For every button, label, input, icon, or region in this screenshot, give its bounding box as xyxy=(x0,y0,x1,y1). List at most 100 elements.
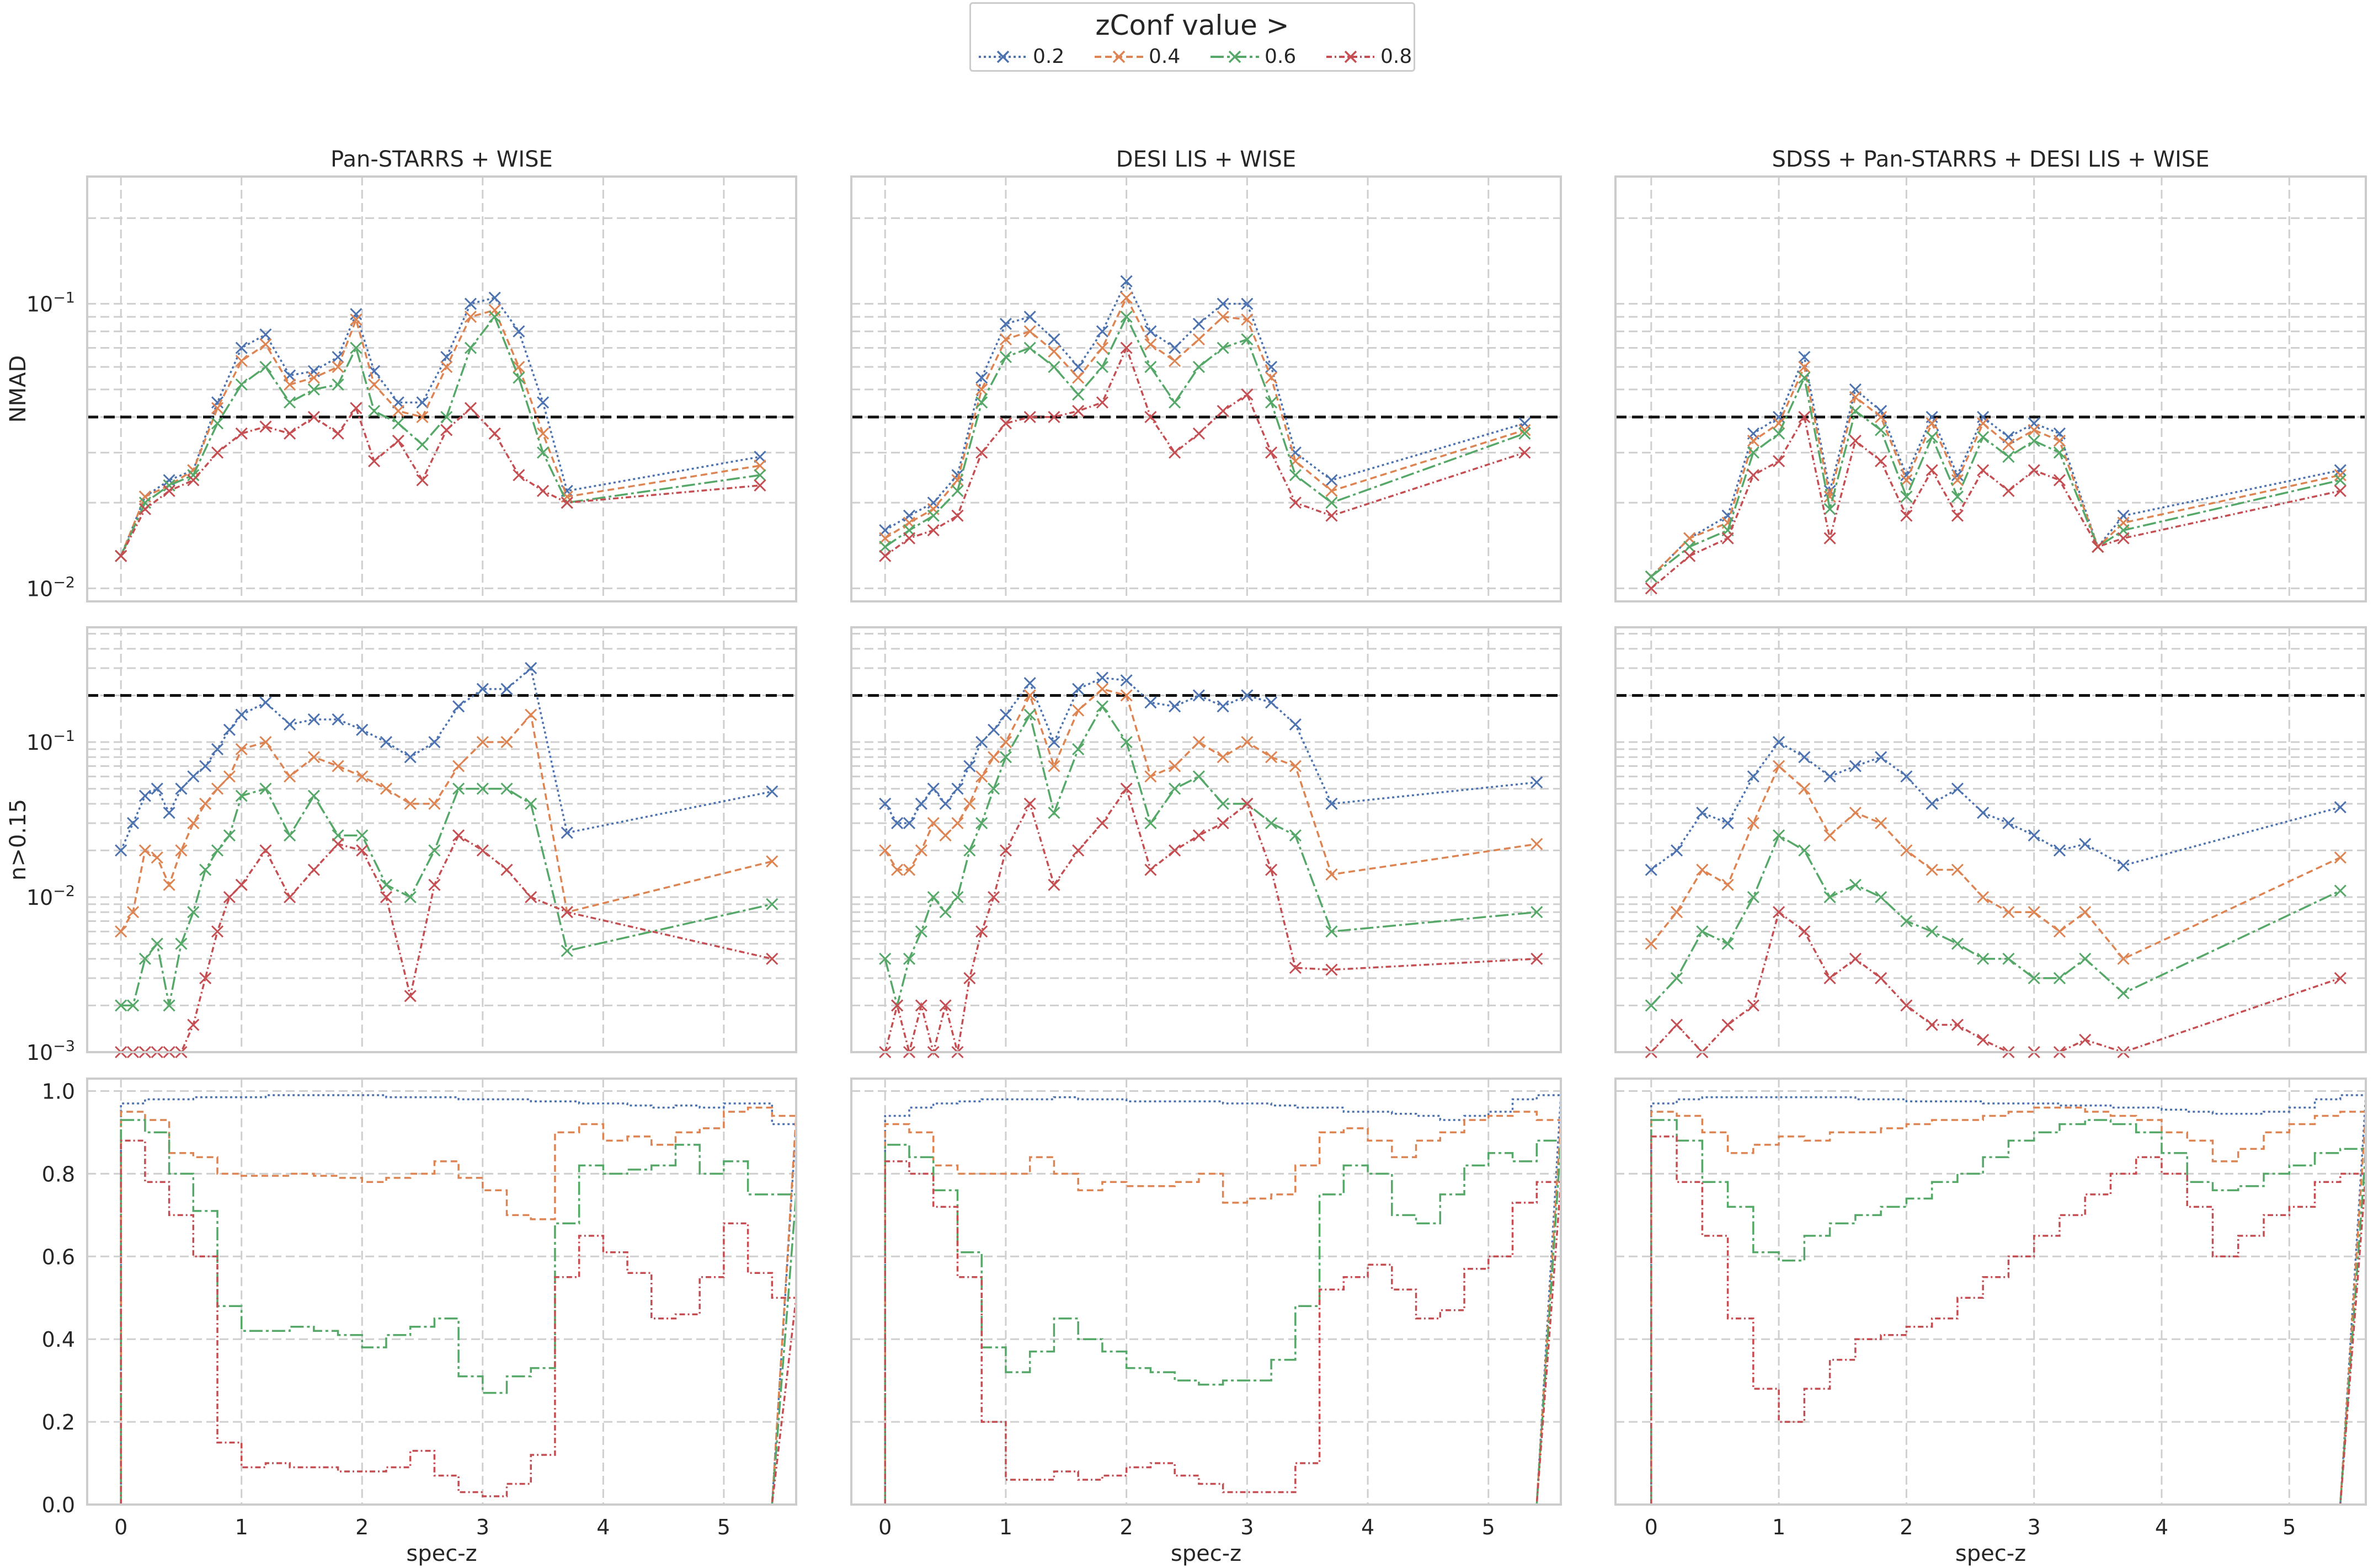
data-point-0.2-p0 xyxy=(488,291,501,304)
data-point-0.2-p3 xyxy=(187,770,200,783)
data-point-0.8-p3 xyxy=(356,844,369,857)
data-point-0.2-p5 xyxy=(1849,760,1862,772)
plot-area-p3 xyxy=(87,627,796,1052)
data-point-0.6-p4 xyxy=(951,890,964,904)
data-point-0.2-p3 xyxy=(199,760,212,772)
data-point-0.6-p5 xyxy=(1747,890,1759,904)
data-point-0.8-p0 xyxy=(332,427,344,440)
data-point-0.4-p3 xyxy=(126,906,140,919)
data-point-0.8-p4 xyxy=(975,925,988,938)
plot-frame-p4 xyxy=(850,626,1562,1053)
series-line-0.6-p5 xyxy=(1650,834,2341,1006)
data-point-0.2-p5 xyxy=(1798,751,1811,764)
data-point-0.6-p4 xyxy=(1096,700,1108,713)
data-point-0.6-p1 xyxy=(1192,360,1205,374)
data-point-0.4-p5 xyxy=(1721,878,1734,891)
data-point-0.4-p5 xyxy=(1823,829,1836,842)
data-point-0.2-p3 xyxy=(500,682,513,695)
data-point-0.8-p1 xyxy=(1048,410,1060,423)
data-point-0.2-p5 xyxy=(1926,797,1938,810)
data-point-0.2-p0 xyxy=(537,396,550,409)
data-point-0.6-p5 xyxy=(1670,972,1683,985)
series-line-0.2-p8 xyxy=(1650,1094,2367,1505)
data-point-0.6-p2 xyxy=(1849,404,1862,418)
data-point-0.4-p4 xyxy=(1096,682,1108,695)
data-point-0.6-p3 xyxy=(476,782,489,795)
data-point-0.4-p3 xyxy=(452,760,465,772)
data-point-0.8-p5 xyxy=(1721,1018,1734,1031)
data-point-0.2-p3 xyxy=(126,817,140,830)
data-point-0.2-p3 xyxy=(332,713,344,726)
data-point-0.8-p0 xyxy=(115,550,127,562)
data-point-0.8-p3 xyxy=(452,829,465,842)
data-point-0.6-p2 xyxy=(1747,446,1759,459)
data-point-0.4-p4 xyxy=(1265,751,1278,764)
legend: zConf value > 0.2 0.4 0.6 0.8 xyxy=(969,2,1415,72)
data-point-0.2-p4 xyxy=(1192,689,1205,702)
data-point-0.6-p5 xyxy=(1645,999,1657,1012)
data-point-0.4-p2 xyxy=(1747,434,1759,447)
data-point-0.6-p1 xyxy=(1144,360,1157,374)
x-tick-label-p7: 5 xyxy=(1482,1515,1495,1539)
data-point-0.4-p3 xyxy=(525,708,537,721)
data-point-0.8-p1 xyxy=(1144,410,1157,423)
data-point-0.2-p1 xyxy=(1096,325,1108,338)
data-point-0.4-p3 xyxy=(151,851,163,864)
data-point-0.2-p3 xyxy=(163,807,175,819)
data-point-0.4-p0 xyxy=(440,360,453,374)
legend-swatch-0.2 xyxy=(979,50,1027,63)
data-point-0.6-p3 xyxy=(223,829,236,842)
data-point-0.2-p3 xyxy=(175,782,188,795)
data-point-0.4-p2 xyxy=(1798,360,1811,374)
data-point-0.4-p3 xyxy=(428,797,441,810)
data-point-0.8-p0 xyxy=(284,427,296,440)
data-point-0.8-p3 xyxy=(211,925,224,938)
series-line-0.6-p6 xyxy=(120,1119,797,1505)
data-point-0.2-p5 xyxy=(2117,859,2130,872)
data-point-0.2-p1 xyxy=(1169,342,1181,354)
data-point-0.4-p4 xyxy=(1289,760,1302,772)
data-point-0.4-p3 xyxy=(380,782,393,795)
data-point-0.4-p5 xyxy=(1926,863,1938,876)
data-point-0.8-p5 xyxy=(1798,925,1811,938)
data-point-0.6-p3 xyxy=(332,829,344,842)
data-point-0.4-p4 xyxy=(1241,735,1254,749)
data-point-0.8-p1 xyxy=(1217,404,1229,418)
y-tick-label-p6: 0.8 xyxy=(42,1162,75,1186)
data-point-0.8-p2 xyxy=(2117,532,2130,545)
data-point-0.8-p4 xyxy=(1096,817,1108,830)
data-point-0.6-p5 xyxy=(2053,972,2066,985)
data-point-0.8-p3 xyxy=(235,878,248,891)
data-point-0.4-p4 xyxy=(963,797,976,810)
data-point-0.8-p1 xyxy=(1192,427,1205,440)
data-point-0.4-p2 xyxy=(2334,469,2347,482)
series-line-0.4-p0 xyxy=(120,309,760,557)
x-axis-label-p6: spec-z xyxy=(406,1541,477,1566)
data-point-0.6-p3 xyxy=(199,863,212,876)
data-point-0.8-p3 xyxy=(199,972,212,985)
data-point-0.8-p0 xyxy=(368,455,381,467)
data-point-0.6-p4 xyxy=(999,751,1012,764)
data-point-0.6-p4 xyxy=(1072,743,1085,755)
data-point-0.2-p4 xyxy=(1048,735,1060,749)
data-point-0.8-p4 xyxy=(988,890,1000,904)
data-point-0.6-p3 xyxy=(163,999,175,1012)
data-point-0.6-p2 xyxy=(2053,446,2066,459)
data-point-0.2-p1 xyxy=(1192,317,1205,330)
data-point-0.8-p5 xyxy=(1926,1018,1938,1031)
data-point-0.6-p1 xyxy=(1048,360,1060,374)
x-tick-label-p6: 5 xyxy=(717,1515,730,1539)
data-point-0.6-p2 xyxy=(1977,431,1990,444)
data-point-0.8-p0 xyxy=(350,402,362,414)
data-point-0.6-p4 xyxy=(963,844,976,857)
x-axis-label-p7: spec-z xyxy=(1171,1541,1241,1566)
data-point-0.4-p1 xyxy=(1120,291,1133,304)
data-point-0.4-p4 xyxy=(1120,689,1133,702)
data-point-0.6-p4 xyxy=(1192,770,1205,783)
series-line-0.6-p7 xyxy=(884,1139,1562,1505)
data-point-0.8-p4 xyxy=(1072,844,1085,857)
y-tick-label-p6: 1.0 xyxy=(42,1079,75,1103)
data-point-0.2-p3 xyxy=(525,662,537,675)
data-point-0.8-p0 xyxy=(537,484,550,497)
data-point-0.2-p3 xyxy=(235,708,248,721)
